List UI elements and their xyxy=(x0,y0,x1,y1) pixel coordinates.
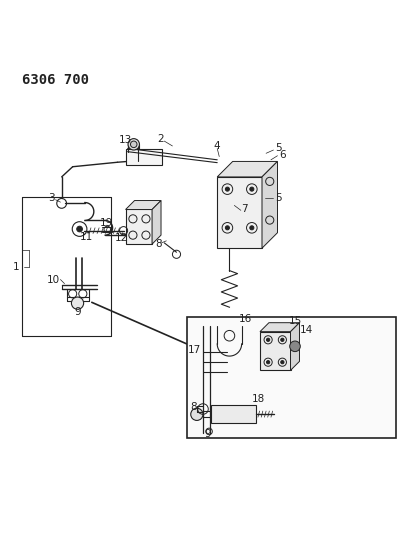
Circle shape xyxy=(190,408,202,421)
Circle shape xyxy=(280,360,283,364)
Text: 18: 18 xyxy=(251,394,264,404)
Circle shape xyxy=(128,139,139,150)
Circle shape xyxy=(225,226,229,230)
Text: 13: 13 xyxy=(119,135,132,146)
Text: 8: 8 xyxy=(190,402,197,412)
Text: 2: 2 xyxy=(157,134,163,144)
Text: 9: 9 xyxy=(74,307,81,317)
Text: 7: 7 xyxy=(241,205,247,214)
Text: 5: 5 xyxy=(274,143,281,154)
Text: 14: 14 xyxy=(299,325,312,335)
Text: 6306 700: 6306 700 xyxy=(22,73,88,87)
Text: 3: 3 xyxy=(48,193,55,203)
Polygon shape xyxy=(290,322,299,370)
Circle shape xyxy=(225,187,229,191)
Text: 9: 9 xyxy=(204,429,211,439)
Bar xyxy=(125,149,162,165)
Bar xyxy=(186,318,396,438)
Circle shape xyxy=(266,360,269,364)
Bar xyxy=(259,332,290,370)
Text: 17: 17 xyxy=(187,345,200,355)
Circle shape xyxy=(249,226,253,230)
Circle shape xyxy=(71,297,83,309)
Bar xyxy=(211,405,255,423)
Circle shape xyxy=(249,187,253,191)
Text: 1: 1 xyxy=(12,262,19,271)
Polygon shape xyxy=(125,200,161,209)
Circle shape xyxy=(280,338,283,342)
Polygon shape xyxy=(217,161,277,177)
Text: 11: 11 xyxy=(80,232,93,242)
Text: 6: 6 xyxy=(279,150,285,159)
Text: 5: 5 xyxy=(274,193,281,203)
Polygon shape xyxy=(152,200,161,244)
Polygon shape xyxy=(259,322,299,332)
Circle shape xyxy=(266,338,269,342)
Text: 15: 15 xyxy=(288,317,301,327)
Circle shape xyxy=(130,141,137,148)
Circle shape xyxy=(76,226,82,232)
Bar xyxy=(217,177,261,248)
Bar xyxy=(125,209,152,244)
Text: 19: 19 xyxy=(99,218,113,228)
Polygon shape xyxy=(261,161,277,248)
Text: 12: 12 xyxy=(115,233,128,243)
Text: 10: 10 xyxy=(47,274,60,285)
Circle shape xyxy=(289,341,299,352)
Text: 8: 8 xyxy=(155,239,161,249)
Text: 16: 16 xyxy=(238,314,252,325)
Text: 4: 4 xyxy=(213,141,220,151)
